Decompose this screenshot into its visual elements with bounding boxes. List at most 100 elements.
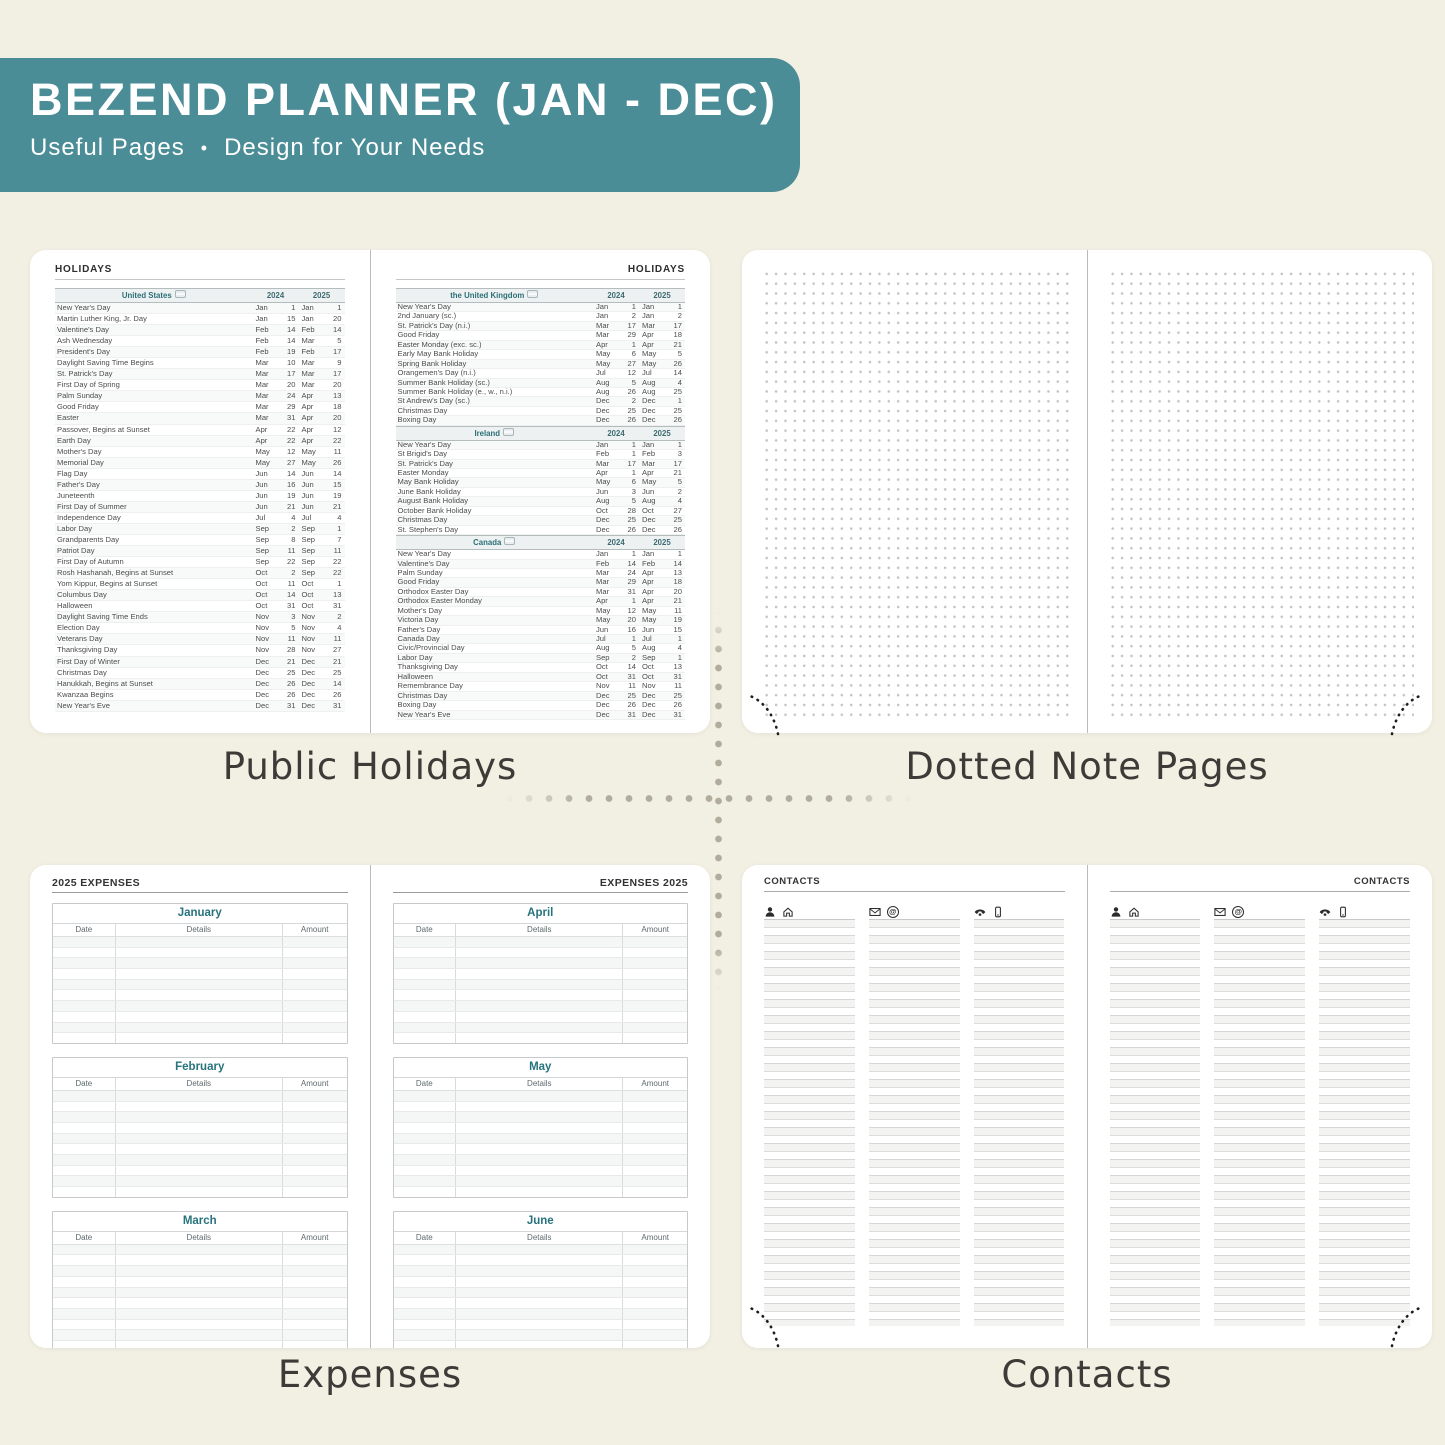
holiday-month-cell: Feb	[301, 325, 315, 335]
expense-empty-row	[53, 947, 347, 959]
holiday-month-cell: Jun	[301, 468, 314, 478]
holidays-spread-panel: HOLIDAYS United States 2024 2025 New Year's…	[30, 250, 710, 733]
dotted-divider-horizontal	[506, 794, 912, 803]
expense-empty-row	[53, 1176, 347, 1188]
subtitle-left: Useful Pages	[30, 134, 185, 161]
holiday-day-cell: 17	[627, 458, 636, 468]
expense-empty-cell	[455, 1187, 622, 1197]
holiday-row: Flag Day Jun 14 Jun 14	[55, 469, 345, 480]
holiday-month-cell: Sep	[301, 523, 316, 533]
holiday-day-cell: 21	[673, 468, 682, 477]
holiday-name-cell: Good Friday	[57, 402, 99, 412]
expense-empty-cell	[281, 1122, 347, 1133]
holiday-day-cell: 1	[631, 596, 636, 606]
holiday-name-cell: Easter	[57, 413, 79, 423]
expense-empty-row	[53, 1165, 347, 1177]
holiday-name-cell: New Year's Eve	[397, 710, 451, 719]
expense-empty-row	[53, 1298, 347, 1309]
expense-tables-right: April Date Details Amount May Date Details Amou…	[392, 903, 688, 1348]
expense-empty-row	[53, 1090, 347, 1102]
holiday-row: May Bank Holiday May 6 May 5	[395, 478, 685, 488]
expense-empty-row	[53, 1244, 347, 1256]
expense-empty-cell	[114, 1266, 282, 1276]
expense-empty-cell	[394, 1001, 456, 1011]
holiday-name-cell: Valentine's Day	[57, 325, 109, 335]
holiday-name-cell: New Year's Day	[397, 303, 451, 311]
expense-empty-cell	[281, 1112, 347, 1122]
product-title: BEZEND PLANNER (JAN - DEC)	[30, 74, 778, 125]
holiday-row: First Day of Autumn Sep 22 Sep 22	[55, 557, 345, 569]
holiday-month-cell: Dec	[255, 689, 270, 699]
holiday-day-cell: 14	[287, 336, 296, 346]
expense-column-header-cell: Details	[114, 1231, 282, 1244]
holiday-row: Canada Day Jul 1 Jul 1	[395, 634, 685, 645]
expense-rows	[393, 1244, 687, 1348]
expenses-left-page: 2025 EXPENSES January Date Details Amount Fe…	[30, 865, 370, 1348]
holiday-month-cell: Mar	[642, 320, 656, 330]
holiday-month-cell: Apr	[301, 402, 314, 412]
holiday-day-cell: 11	[333, 446, 342, 456]
expense-empty-row	[393, 1176, 687, 1188]
holiday-name-cell: Christmas Day	[397, 406, 448, 415]
expense-empty-cell	[53, 1134, 115, 1144]
expense-empty-cell	[455, 1266, 622, 1276]
holiday-day-cell: 18	[333, 402, 342, 412]
dot-grid	[760, 266, 1069, 717]
holiday-day-cell: 25	[333, 667, 342, 677]
contacts-columns-left: @	[764, 904, 1065, 1326]
expense-empty-cell	[622, 1308, 687, 1319]
expense-column-header-cell: Amount	[281, 1077, 347, 1090]
expense-empty-cell	[281, 1011, 347, 1022]
expense-empty-cell	[281, 1244, 347, 1255]
holiday-day-cell: 11	[333, 634, 342, 644]
canada-flag-icon	[504, 537, 516, 546]
expense-empty-cell	[455, 1090, 622, 1101]
expense-empty-row	[53, 1319, 347, 1331]
expense-column-header-cell: Date	[415, 1078, 433, 1088]
phone-icon	[974, 906, 986, 918]
holiday-day-cell: 25	[673, 690, 682, 700]
holiday-month-cell: May	[596, 615, 611, 625]
expense-empty-row	[53, 958, 347, 970]
holiday-month-cell: May	[642, 349, 657, 359]
holiday-month-cell: May	[301, 446, 316, 456]
expense-empty-row	[393, 1101, 687, 1113]
holiday-day-cell: 21	[333, 656, 342, 666]
holiday-month-cell: Dec	[642, 690, 656, 700]
holiday-row: Thanksgiving Day Oct 14 Oct 13	[395, 662, 685, 673]
holiday-month-cell: Sep	[255, 534, 270, 544]
contacts-columns: @	[764, 904, 1065, 1326]
expense-empty-cell	[281, 1276, 347, 1287]
holiday-name-cell: Veterans Day	[57, 634, 103, 644]
expense-empty-cell	[455, 1176, 622, 1187]
year-column-header: 2025	[312, 291, 331, 300]
dotted-notes-panel	[742, 250, 1432, 733]
holiday-name-cell: May Bank Holiday	[397, 478, 459, 487]
house-icon	[1128, 906, 1140, 918]
expense-month-table: February Date Details Amount	[52, 1056, 348, 1198]
expense-empty-cell	[394, 990, 456, 1000]
dotted-notes-spread	[742, 250, 1432, 733]
expense-empty-cell	[455, 1298, 622, 1308]
holiday-day-cell: 3	[631, 486, 636, 496]
expense-empty-cell	[53, 980, 115, 990]
holiday-name-cell: First Day of Winter	[57, 656, 120, 666]
holiday-day-cell: 12	[287, 446, 296, 456]
expense-empty-row	[53, 1122, 347, 1134]
holiday-name-cell: Yom Kippur, Begins at Sunset	[57, 579, 158, 589]
expense-empty-cell	[114, 1276, 282, 1287]
product-subtitle: Useful Pages • Design for Your Needs	[30, 134, 800, 162]
corner-curl-decoration	[745, 693, 780, 736]
expense-empty-cell	[53, 1277, 115, 1287]
expense-empty-cell	[114, 1255, 282, 1266]
expense-empty-cell	[53, 1112, 115, 1122]
holiday-name-cell: Civic/Provincial Day	[397, 644, 465, 653]
expense-empty-cell	[622, 1165, 687, 1176]
holiday-day-cell: 1	[631, 449, 636, 459]
holiday-month-cell: Dec	[596, 709, 610, 719]
expense-empty-row	[53, 1155, 347, 1166]
expense-empty-cell	[455, 1287, 622, 1298]
person-icon	[764, 906, 776, 918]
expense-empty-cell	[455, 1033, 622, 1043]
holiday-day-cell: 26	[333, 457, 342, 467]
